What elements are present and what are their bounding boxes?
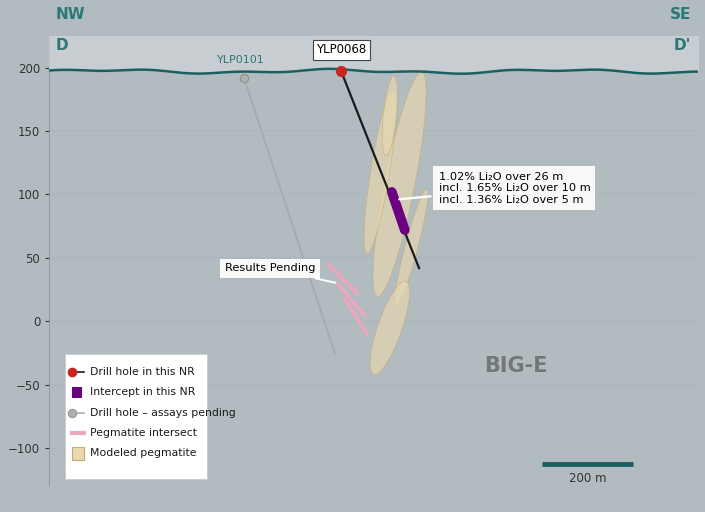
Text: 200 m: 200 m xyxy=(569,473,606,485)
Text: NW: NW xyxy=(56,7,85,23)
Polygon shape xyxy=(382,76,398,156)
Polygon shape xyxy=(364,90,396,254)
Polygon shape xyxy=(370,281,410,374)
Text: Results Pending: Results Pending xyxy=(225,263,336,283)
Text: BIG-E: BIG-E xyxy=(484,356,548,376)
FancyBboxPatch shape xyxy=(65,354,207,479)
Text: Pegmatite intersect: Pegmatite intersect xyxy=(90,428,197,438)
Text: YLP0068: YLP0068 xyxy=(316,43,367,56)
Polygon shape xyxy=(395,189,428,306)
Text: Modeled pegmatite: Modeled pegmatite xyxy=(90,449,197,458)
FancyBboxPatch shape xyxy=(72,447,84,460)
Text: Intercept in this NR: Intercept in this NR xyxy=(90,388,195,397)
Text: D: D xyxy=(56,38,68,53)
Text: Drill hole in this NR: Drill hole in this NR xyxy=(90,367,195,377)
Text: YLP0101: YLP0101 xyxy=(217,55,264,65)
FancyBboxPatch shape xyxy=(72,387,82,398)
Text: SE: SE xyxy=(670,7,692,23)
Polygon shape xyxy=(373,72,427,296)
Text: 1.02% Li₂O over 26 m
incl. 1.65% Li₂O over 10 m
incl. 1.36% Li₂O over 5 m: 1.02% Li₂O over 26 m incl. 1.65% Li₂O ov… xyxy=(399,172,590,205)
Text: Drill hole – assays pending: Drill hole – assays pending xyxy=(90,408,236,418)
Text: D': D' xyxy=(674,38,692,53)
